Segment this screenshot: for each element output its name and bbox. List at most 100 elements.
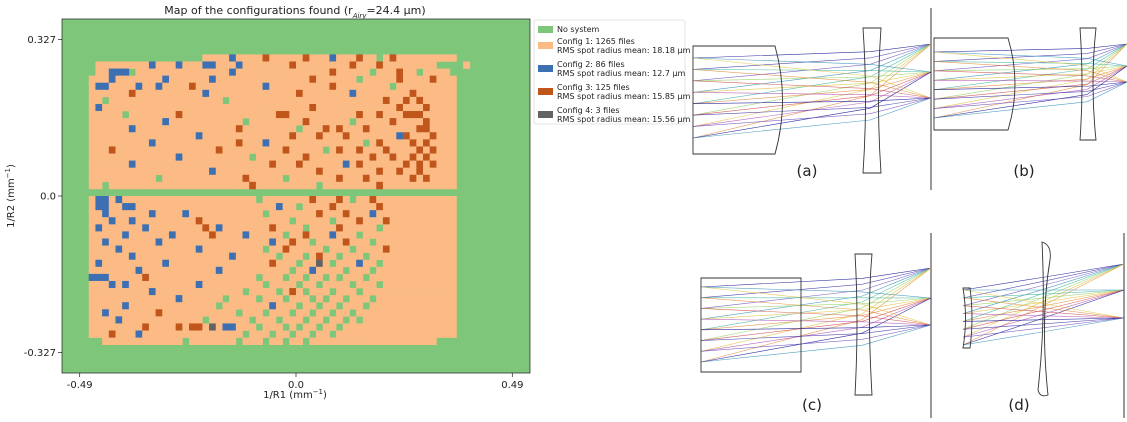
- heatmap-cell: [108, 280, 116, 289]
- heatmap-cell: [369, 89, 377, 98]
- heatmap-cell: [209, 103, 217, 112]
- heatmap-cell: [416, 309, 424, 317]
- heatmap-cell: [115, 61, 123, 69]
- heatmap-cell: [95, 174, 103, 183]
- heatmap-cell: [135, 337, 143, 345]
- heatmap-cell: [262, 118, 270, 126]
- heatmap-cell: [423, 316, 431, 324]
- heatmap-cell: [215, 217, 223, 225]
- heatmap-cell: [155, 288, 163, 296]
- heatmap-cell: [88, 309, 96, 317]
- heatmap-cell: [122, 181, 130, 190]
- heatmap-cell: [162, 118, 170, 126]
- heatmap-cell: [115, 132, 123, 140]
- heatmap-cell: [436, 181, 444, 190]
- heatmap-cell: [402, 309, 410, 317]
- heatmap-cell: [209, 82, 217, 91]
- heatmap-cell: [175, 103, 183, 112]
- heatmap-cell: [209, 54, 217, 62]
- heatmap-cell: [95, 89, 103, 98]
- ray-trace: [700, 308, 932, 326]
- heatmap-cell: [215, 337, 223, 345]
- heatmap-cell: [175, 323, 183, 331]
- heatmap-cell: [449, 125, 457, 133]
- ray-trace: [700, 297, 932, 309]
- heatmap-cell: [222, 309, 230, 317]
- heatmap-cell: [202, 160, 210, 168]
- lens-element: [1079, 27, 1097, 141]
- heatmap-cell: [423, 252, 431, 261]
- heatmap-cell: [142, 96, 150, 105]
- heatmap-cell: [262, 181, 270, 190]
- heatmap-cell: [329, 167, 337, 176]
- heatmap-cell: [356, 224, 364, 232]
- heatmap-cell: [376, 288, 384, 296]
- heatmap-cell: [336, 139, 344, 147]
- heatmap-cell: [175, 252, 183, 261]
- heatmap-cell: [449, 196, 457, 204]
- heatmap-cell: [376, 96, 384, 105]
- heatmap-cell: [356, 323, 364, 331]
- heatmap-cell: [182, 132, 190, 140]
- heatmap-cell: [215, 75, 223, 84]
- heatmap-cell: [262, 111, 270, 119]
- heatmap-cell: [322, 302, 330, 310]
- heatmap-cell: [209, 111, 217, 119]
- ray-trace: [692, 71, 932, 82]
- heatmap-cell: [108, 89, 116, 98]
- heatmap-cell: [289, 96, 297, 105]
- heatmap-cell: [229, 160, 237, 168]
- heatmap-cell: [269, 132, 277, 140]
- ray-trace: [962, 289, 1125, 299]
- heatmap-cell: [115, 174, 123, 183]
- heatmap-cell: [229, 54, 237, 62]
- heatmap-cell: [209, 174, 217, 183]
- heatmap-cell: [128, 224, 136, 232]
- heatmap-cell: [449, 323, 457, 331]
- heatmap-cell: [389, 203, 397, 211]
- heatmap-cell: [262, 196, 270, 204]
- heatmap-cell: [148, 266, 156, 275]
- heatmap-cell: [309, 203, 317, 211]
- heatmap-cell: [282, 280, 290, 289]
- heatmap-cell: [242, 217, 250, 225]
- heatmap-cell: [155, 316, 163, 324]
- legend-label: Config 2: 86 files: [557, 60, 625, 69]
- heatmap-cell: [409, 132, 417, 140]
- heatmap-cell: [148, 118, 156, 126]
- heatmap-cell: [88, 280, 96, 289]
- heatmap-cell: [416, 139, 424, 147]
- heatmap-cell: [262, 160, 270, 168]
- heatmap-cell: [269, 224, 277, 232]
- heatmap-cell: [249, 252, 257, 261]
- ray-trace: [692, 43, 932, 105]
- ray-trace: [700, 324, 932, 363]
- heatmap-cell: [356, 103, 364, 112]
- heatmap-cell: [436, 125, 444, 133]
- heatmap-cell: [135, 273, 143, 282]
- heatmap-cell: [182, 68, 190, 76]
- heatmap-cell: [336, 337, 344, 345]
- heatmap-cell: [202, 266, 210, 275]
- heatmap-cell: [135, 217, 143, 225]
- heatmap-cell: [409, 323, 417, 331]
- heatmap-cell: [269, 174, 277, 183]
- heatmap-cell: [316, 330, 324, 338]
- heatmap-cell: [128, 217, 136, 225]
- heatmap-cell: [269, 337, 277, 345]
- heatmap-cell: [162, 217, 170, 225]
- heatmap-cell: [449, 245, 457, 253]
- heatmap-cell: [102, 203, 110, 211]
- heatmap-cell: [195, 288, 203, 296]
- heatmap-cell: [356, 132, 364, 140]
- heatmap-cell: [202, 231, 210, 239]
- heatmap-cell: [148, 160, 156, 168]
- heatmap-cell: [122, 217, 130, 225]
- heatmap-cell: [396, 125, 404, 133]
- heatmap-cell: [296, 273, 303, 282]
- heatmap-cell: [148, 231, 156, 239]
- heatmap-cell: [108, 203, 116, 211]
- heatmap-cell: [309, 266, 317, 275]
- ray-trace: [692, 97, 932, 105]
- heatmap-cell: [449, 288, 457, 296]
